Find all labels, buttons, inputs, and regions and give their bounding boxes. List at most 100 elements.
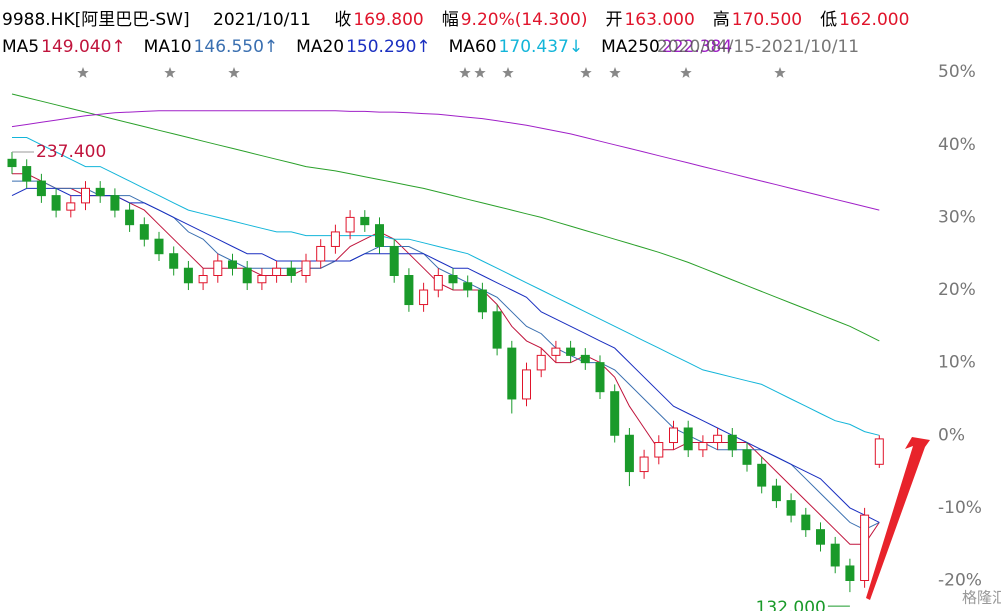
stat-label: 收 — [334, 10, 352, 30]
candle-body — [742, 449, 752, 465]
marker-star — [580, 67, 592, 78]
stat-value: 9.20%(14.300) — [460, 10, 588, 30]
candle-body — [669, 427, 678, 444]
candle-body — [183, 267, 193, 284]
candle-body — [110, 195, 120, 211]
candle-body — [433, 275, 443, 291]
candle-body — [551, 347, 561, 356]
candle-body — [242, 267, 252, 284]
candle-body — [448, 275, 458, 284]
candle-body — [639, 456, 649, 473]
red-arrow — [866, 437, 930, 600]
stat-value: 162.000 — [839, 10, 910, 30]
range: 2020/04/15-2021/10/11 — [657, 37, 860, 57]
candle-body — [683, 427, 693, 451]
candle-body — [830, 543, 840, 567]
ma-name: MA20 — [296, 37, 345, 57]
marker-star — [77, 67, 89, 78]
candle-body — [389, 245, 399, 276]
candle-body — [125, 209, 135, 226]
watermark: 格隆汇 — [962, 589, 1001, 607]
candle-body — [360, 216, 370, 226]
candle-body — [698, 442, 708, 451]
ma-name: MA10 — [143, 37, 192, 57]
ma-name: MA60 — [448, 37, 497, 57]
max-label: 237.400 — [36, 142, 106, 162]
candle-body — [345, 216, 355, 233]
candle-body — [816, 529, 825, 545]
marker-star — [459, 67, 471, 78]
stat-label: 高 — [712, 10, 730, 30]
candle-body — [566, 347, 576, 356]
candle-body — [81, 187, 90, 204]
candle-body — [404, 275, 414, 306]
candle-body — [713, 434, 723, 444]
stat-value: 170.500 — [731, 10, 803, 30]
marker-star — [228, 67, 240, 78]
candle-body — [257, 275, 267, 284]
ma-value: 146.550↑ — [193, 37, 279, 57]
ma-line — [11, 93, 880, 342]
candle-body — [301, 260, 311, 277]
y-tick-label: 20% — [938, 280, 976, 300]
candle-body — [375, 224, 384, 247]
candle-body — [786, 500, 796, 516]
candle-body — [845, 565, 855, 582]
candle-body — [595, 362, 605, 393]
ma-name: MA250 — [601, 37, 660, 57]
ma-value: 150.290↑ — [346, 37, 431, 57]
candle-body — [860, 514, 870, 582]
marker-star — [164, 67, 176, 78]
stat-value: 163.000 — [624, 10, 695, 30]
candle-body — [757, 463, 767, 487]
candle-body — [463, 282, 473, 291]
candle-body — [330, 231, 340, 247]
ma-value: 222.384 — [661, 37, 733, 57]
candle-body — [286, 267, 296, 277]
y-tick-label: 40% — [938, 135, 976, 155]
ma-line — [12, 137, 880, 436]
candle-body — [154, 238, 164, 255]
candle-body — [198, 275, 208, 284]
y-tick-label: 10% — [938, 353, 976, 373]
marker-star — [774, 67, 786, 78]
min-label: 132.000 — [756, 598, 826, 611]
candle-body — [51, 195, 61, 211]
candle-body — [536, 354, 546, 371]
title: 9988.HK[阿里巴巴-SW] — [2, 10, 190, 30]
candle-body — [801, 514, 811, 531]
candle-body — [228, 260, 237, 269]
candle-body — [95, 187, 105, 197]
candle-body — [771, 485, 781, 502]
candle-body — [7, 158, 17, 168]
marker-star — [474, 67, 486, 78]
candle-body — [213, 260, 223, 277]
y-tick-label: 50% — [938, 62, 976, 82]
candle-body — [419, 289, 429, 306]
y-tick-label: -20% — [938, 571, 982, 591]
candle-body — [22, 166, 32, 182]
candle-body — [507, 347, 517, 400]
stat-label: 幅 — [441, 10, 459, 30]
ma-value: 170.437↓ — [498, 37, 584, 57]
candle-body — [36, 180, 46, 197]
header-line: 9988.HK[阿里巴巴-SW] 2021/10/11 收 169.800 幅 9.2… — [2, 5, 911, 30]
ma-value: 149.040↑ — [41, 37, 126, 57]
marker-star — [502, 67, 514, 78]
candle-body — [522, 369, 531, 400]
candle-body — [66, 202, 76, 211]
candle-body — [727, 434, 737, 451]
candle-body — [492, 311, 502, 349]
candle-body — [624, 434, 634, 473]
date: 2021/10/11 — [213, 10, 311, 30]
y-tick-label: 0% — [938, 425, 965, 445]
ma-legend: MA5 149.040↑ MA10 146.550↑ MA20 150.290↑ MA60 1… — [2, 37, 859, 57]
y-tick-label: 30% — [938, 207, 976, 227]
ma-name: MA5 — [2, 37, 40, 57]
candle-body — [654, 442, 664, 458]
candle-body — [272, 267, 282, 277]
marker-star — [680, 67, 692, 78]
candle-body — [139, 224, 149, 240]
